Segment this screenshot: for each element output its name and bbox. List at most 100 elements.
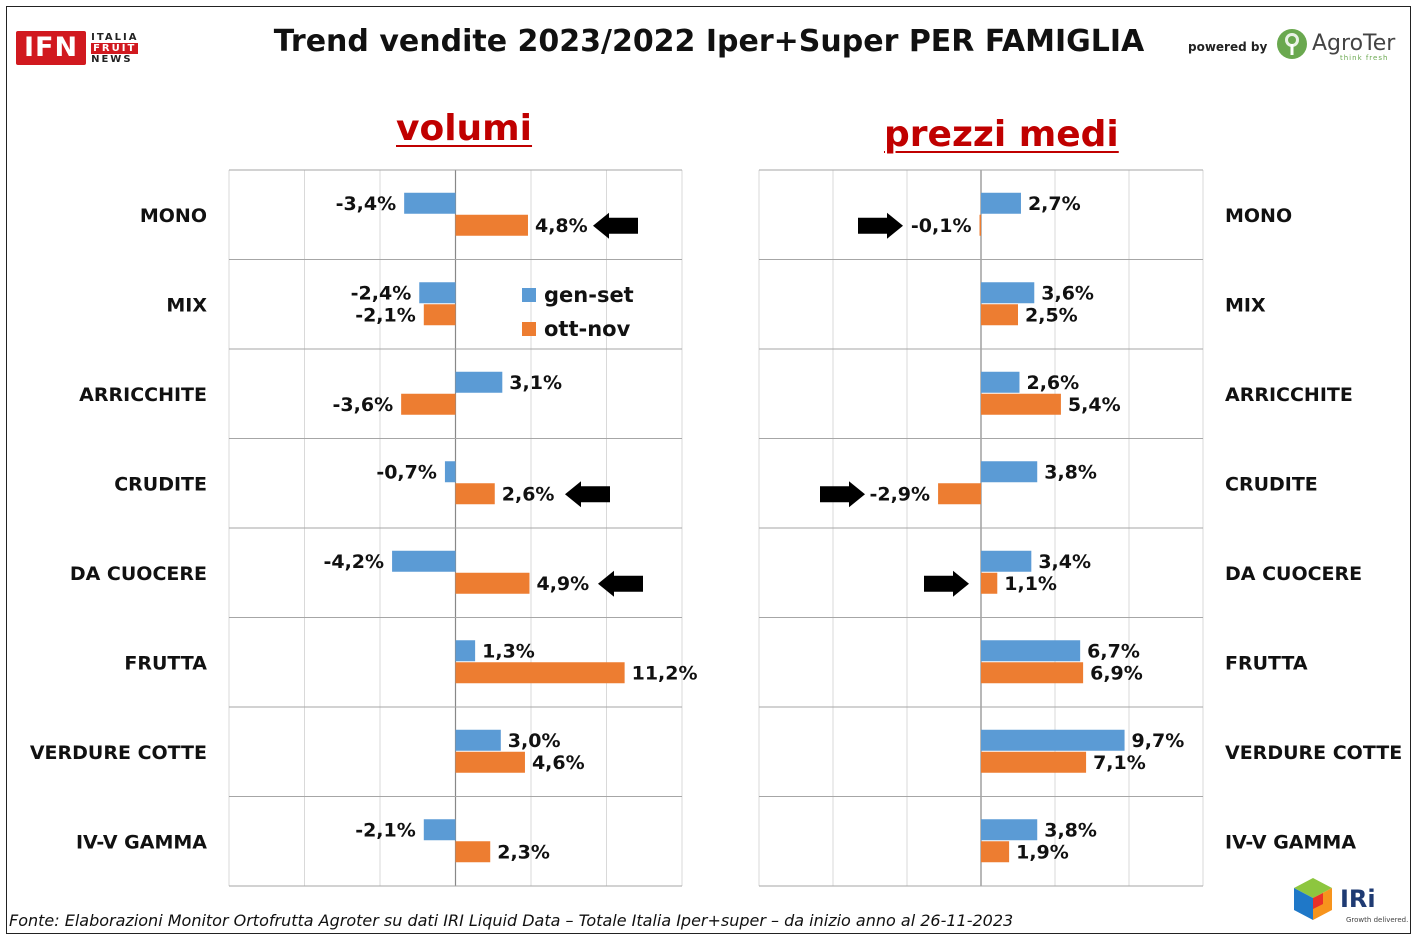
data-label: 1,1% — [1004, 573, 1057, 595]
data-label: 3,4% — [1038, 551, 1091, 573]
data-label: 5,4% — [1068, 394, 1121, 416]
bar-gen-set — [981, 819, 1038, 841]
data-label: 2,6% — [502, 483, 555, 505]
category-label: IV-V GAMMA — [1225, 831, 1356, 853]
data-label: -3,4% — [336, 193, 397, 215]
agroter-logo: AgroTer think fresh — [1276, 28, 1396, 62]
data-label: 4,6% — [532, 752, 585, 774]
legend: gen-set ott-nov — [522, 278, 634, 346]
chart-title-prezzi-medi: prezzi medi — [884, 114, 1119, 155]
bar-ott-nov — [455, 662, 625, 684]
data-label: -2,4% — [351, 282, 412, 304]
bar-ott-nov — [981, 662, 1084, 684]
page-title: Trend vendite 2023/2022 Iper+Super PER F… — [273, 24, 1145, 59]
bar-ott-nov — [423, 304, 456, 326]
bar-gen-set — [981, 192, 1021, 214]
data-label: 3,1% — [509, 372, 562, 394]
category-label: DA CUOCERE — [70, 563, 207, 585]
bar-ott-nov — [981, 751, 1087, 773]
data-label: 4,8% — [535, 215, 588, 237]
category-label: VERDURE COTTE — [1225, 742, 1402, 764]
arrow-right-icon — [924, 570, 969, 597]
data-label: 3,6% — [1041, 282, 1094, 304]
bar-ott-nov — [981, 304, 1018, 326]
category-label: VERDURE COTTE — [30, 742, 207, 764]
bar-ott-nov — [455, 483, 495, 505]
data-label: 3,8% — [1044, 461, 1097, 483]
data-label: 3,0% — [508, 730, 561, 752]
ifn-logo-mark: IFN — [16, 31, 87, 65]
data-label: -0,1% — [911, 215, 972, 237]
bar-gen-set — [981, 282, 1035, 304]
source-note: Fonte: Elaborazioni Monitor Ortofrutta A… — [9, 911, 1014, 930]
bar-gen-set — [981, 640, 1081, 662]
bar-ott-nov — [455, 572, 530, 594]
category-label: MONO — [1225, 205, 1292, 227]
category-label: MIX — [166, 294, 207, 316]
data-label: 2,3% — [497, 841, 550, 863]
data-label: 4,9% — [536, 573, 589, 595]
legend-swatch-ott-nov — [522, 322, 536, 336]
data-label: -2,1% — [355, 819, 416, 841]
data-label: 6,7% — [1087, 640, 1140, 662]
agroter-logo-tagline: think fresh — [1340, 54, 1389, 62]
bar-gen-set — [404, 192, 456, 214]
category-label: CRUDITE — [114, 473, 207, 495]
tree-icon — [1277, 29, 1307, 59]
arrow-right-icon — [820, 481, 865, 508]
iri-logo-name: IRi — [1340, 885, 1376, 913]
arrow-left-icon — [565, 481, 610, 508]
category-label: CRUDITE — [1225, 473, 1318, 495]
arrow-left-icon — [593, 212, 638, 239]
bar-ott-nov — [981, 572, 998, 594]
category-label: ARRICCHITE — [79, 384, 207, 406]
bar-gen-set — [455, 640, 476, 662]
bar-ott-nov — [981, 841, 1010, 863]
bar-gen-set — [981, 371, 1020, 393]
outer-frame — [6, 6, 1411, 934]
legend-label-gen-set: gen-set — [544, 283, 634, 307]
bar-gen-set — [981, 461, 1038, 483]
data-label: -2,1% — [355, 304, 416, 326]
bar-gen-set — [444, 461, 456, 483]
data-label: -0,7% — [376, 461, 437, 483]
legend-item: ott-nov — [522, 312, 634, 346]
ifn-logo-line3: NEWS — [91, 53, 133, 65]
data-label: 11,2% — [632, 662, 698, 684]
data-label: 2,7% — [1028, 193, 1081, 215]
data-label: 1,3% — [482, 640, 535, 662]
bar-gen-set — [423, 819, 456, 841]
arrow-right-icon — [858, 212, 903, 239]
agroter-logo-name: AgroTer — [1312, 31, 1396, 56]
bar-ott-nov — [455, 751, 525, 773]
category-label: IV-V GAMMA — [76, 831, 207, 853]
legend-item: gen-set — [522, 278, 634, 312]
bar-ott-nov — [455, 841, 491, 863]
data-label: 7,1% — [1093, 752, 1146, 774]
ifn-logo-line2: FRUIT — [91, 42, 139, 54]
data-label: -4,2% — [323, 551, 384, 573]
category-label: MIX — [1225, 294, 1266, 316]
bar-gen-set — [981, 550, 1032, 572]
arrow-left-icon — [598, 570, 643, 597]
category-label: ARRICCHITE — [1225, 384, 1353, 406]
iri-logo: IRi Growth delivered. — [1290, 876, 1408, 924]
bar-gen-set — [455, 729, 501, 751]
bar-ott-nov — [981, 393, 1061, 415]
category-label: FRUTTA — [1225, 652, 1308, 674]
bar-ott-nov — [979, 214, 981, 236]
legend-label-ott-nov: ott-nov — [544, 317, 631, 341]
bar-gen-set — [455, 371, 503, 393]
category-label: MONO — [140, 205, 207, 227]
bar-ott-nov — [938, 483, 981, 505]
category-label: DA CUOCERE — [1225, 563, 1362, 585]
legend-swatch-gen-set — [522, 288, 536, 302]
data-label: 6,9% — [1090, 662, 1143, 684]
bar-ott-nov — [455, 214, 528, 236]
bar-gen-set — [419, 282, 456, 304]
powered-by-text: powered by — [1188, 40, 1268, 54]
bar-gen-set — [981, 729, 1125, 751]
data-label: -3,6% — [333, 394, 394, 416]
